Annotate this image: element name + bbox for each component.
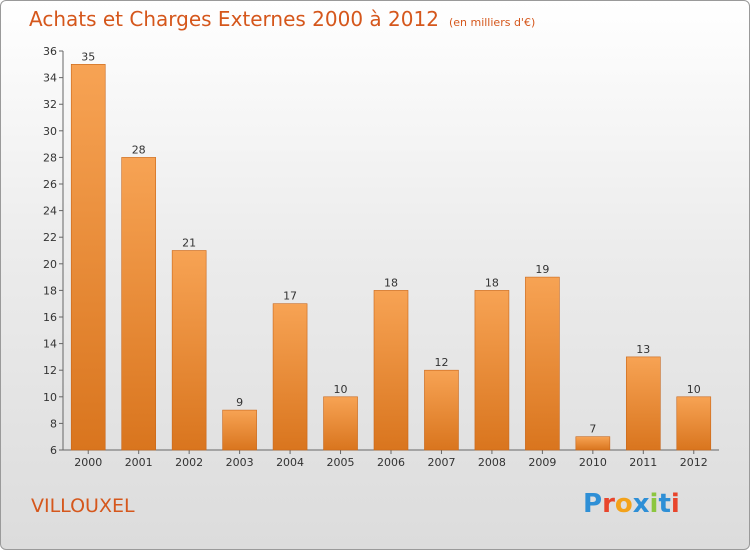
x-tick-label: 2001 <box>125 456 153 469</box>
logo-letter: x <box>632 489 650 519</box>
y-tick-label: 22 <box>43 231 57 244</box>
y-tick-label: 16 <box>43 311 57 324</box>
x-tick-label: 2011 <box>629 456 657 469</box>
x-tick-label: 2005 <box>327 456 355 469</box>
x-tick-label: 2010 <box>579 456 607 469</box>
y-tick-label: 6 <box>50 444 57 457</box>
bar-2001 <box>121 157 156 451</box>
y-tick-label: 8 <box>50 417 57 430</box>
x-tick-label: 2009 <box>528 456 556 469</box>
logo-letter: r <box>602 489 615 519</box>
bar-2004 <box>272 303 308 451</box>
bar-2008 <box>474 290 510 451</box>
logo-letter: i <box>649 489 659 519</box>
value-label: 12 <box>434 356 448 369</box>
value-label: 17 <box>283 290 297 303</box>
value-label: 9 <box>236 396 243 409</box>
y-tick-label: 10 <box>43 391 57 404</box>
y-tick-label: 32 <box>43 98 57 111</box>
x-tick-label: 2007 <box>427 456 455 469</box>
value-label: 10 <box>687 383 701 396</box>
value-label: 28 <box>132 143 146 156</box>
bar-2006 <box>373 290 409 451</box>
x-tick-label: 2002 <box>175 456 203 469</box>
bar-2000 <box>70 63 106 451</box>
value-label: 21 <box>182 237 196 250</box>
x-tick-label: 2012 <box>680 456 708 469</box>
x-tick-label: 2003 <box>226 456 254 469</box>
axes: 6 8 10 12 14 16 18 20 22 24 26 28 30 32 34 36 <box>43 45 719 457</box>
y-tick-label: 14 <box>43 338 57 351</box>
y-tick-label: 36 <box>43 45 57 58</box>
y-tick-label: 24 <box>43 205 57 218</box>
x-tick-label: 2000 <box>74 456 102 469</box>
value-label: 19 <box>535 263 549 276</box>
bar-2002 <box>171 250 207 451</box>
y-tick-label: 26 <box>43 178 57 191</box>
y-tick-label: 12 <box>43 364 57 377</box>
bars <box>70 63 712 451</box>
value-label: 18 <box>485 276 499 289</box>
proxiti-logo: Proxiti <box>583 489 680 519</box>
y-tick-label: 18 <box>43 284 57 297</box>
value-label: 13 <box>636 343 650 356</box>
logo-letter: i <box>670 489 680 519</box>
bar-2003 <box>222 409 257 451</box>
chart-unit: (en milliers d'€) <box>448 16 536 29</box>
chart-title-block: Achats et Charges Externes 2000 à 2012 (e… <box>29 7 535 31</box>
logo-letter: t <box>658 489 671 519</box>
bar-2007 <box>424 369 459 451</box>
city-name: VILLOUXEL <box>31 495 135 517</box>
y-tick-label: 30 <box>43 125 57 138</box>
value-label: 18 <box>384 276 398 289</box>
value-label: 7 <box>589 423 596 436</box>
value-label: 35 <box>81 50 95 63</box>
bar-2009 <box>525 276 560 451</box>
x-tick-label: 2004 <box>276 456 304 469</box>
y-tick-label: 28 <box>43 151 57 164</box>
y-tick-label: 20 <box>43 258 57 271</box>
logo-letter: P <box>583 489 603 519</box>
bar-2010 <box>575 436 611 451</box>
bar-2005 <box>323 396 358 451</box>
chart-title: Achats et Charges Externes 2000 à 2012 <box>29 7 439 31</box>
value-label: 10 <box>334 383 348 396</box>
x-tick-label: 2008 <box>478 456 506 469</box>
bar-2012 <box>676 396 712 451</box>
x-tick-label: 2006 <box>377 456 405 469</box>
value-labels: 35 2000 28 2001 21 2002 9 2003 17 2004 10 2005 18 200… <box>74 50 708 469</box>
y-tick-label: 34 <box>43 72 57 85</box>
logo-letter: o <box>614 489 633 519</box>
bar-2011 <box>626 356 661 451</box>
